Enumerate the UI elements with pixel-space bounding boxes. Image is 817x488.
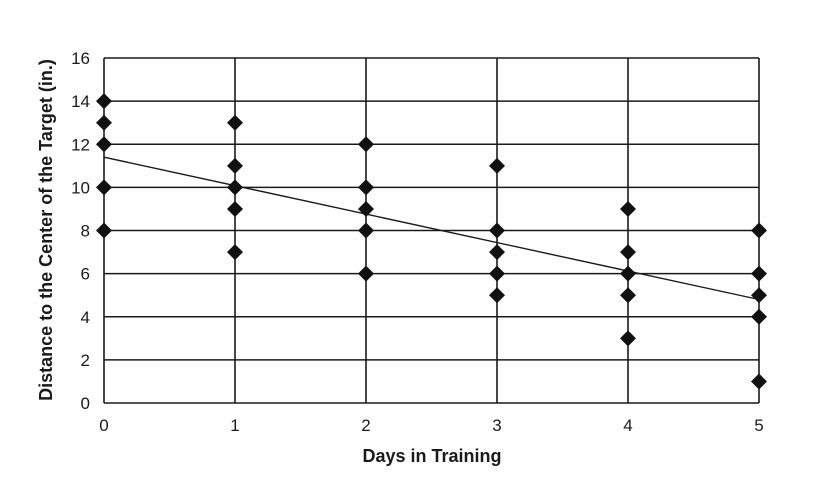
- y-tick-label: 2: [81, 351, 90, 370]
- y-tick-label: 12: [71, 135, 90, 154]
- data-point: [489, 157, 505, 174]
- data-point: [358, 179, 374, 196]
- data-point: [751, 373, 767, 390]
- grid: [103, 57, 760, 404]
- x-tick-label: 0: [99, 416, 108, 435]
- y-axis-label: Distance to the Center of the Target (in…: [36, 59, 56, 401]
- data-point: [489, 287, 505, 304]
- x-tick-label: 1: [230, 416, 239, 435]
- data-point: [96, 222, 112, 239]
- y-tick-label: 14: [71, 92, 90, 111]
- data-point: [358, 200, 374, 217]
- data-point: [751, 265, 767, 282]
- x-tick-label: 2: [361, 416, 370, 435]
- data-point: [227, 200, 243, 217]
- data-point: [751, 287, 767, 304]
- data-point: [227, 114, 243, 131]
- data-point: [620, 330, 636, 347]
- y-tick-label: 16: [71, 49, 90, 68]
- data-point: [227, 244, 243, 261]
- data-point: [96, 136, 112, 153]
- data-point: [620, 287, 636, 304]
- y-tick-label: 0: [81, 394, 90, 413]
- x-tick-label: 5: [754, 416, 763, 435]
- x-axis-label: Days in Training: [362, 446, 501, 466]
- data-point: [96, 179, 112, 196]
- y-tick-label: 8: [81, 222, 90, 241]
- data-points: [96, 93, 767, 390]
- data-point: [358, 265, 374, 282]
- data-point: [620, 244, 636, 261]
- data-point: [358, 136, 374, 153]
- data-point: [358, 222, 374, 239]
- y-tick-label: 10: [71, 178, 90, 197]
- data-point: [751, 222, 767, 239]
- data-point: [489, 244, 505, 261]
- x-tick-label: 4: [623, 416, 632, 435]
- data-point: [620, 200, 636, 217]
- data-point: [489, 265, 505, 282]
- data-point: [227, 157, 243, 174]
- data-point: [751, 308, 767, 325]
- y-tick-label: 6: [81, 265, 90, 284]
- data-point: [227, 179, 243, 196]
- trendline-group: [103, 156, 760, 301]
- data-point: [96, 93, 112, 110]
- x-tick-label: 3: [492, 416, 501, 435]
- data-point: [489, 222, 505, 239]
- data-point: [620, 265, 636, 282]
- data-point: [96, 114, 112, 131]
- y-tick-label: 4: [81, 308, 90, 327]
- trendline: [103, 156, 760, 301]
